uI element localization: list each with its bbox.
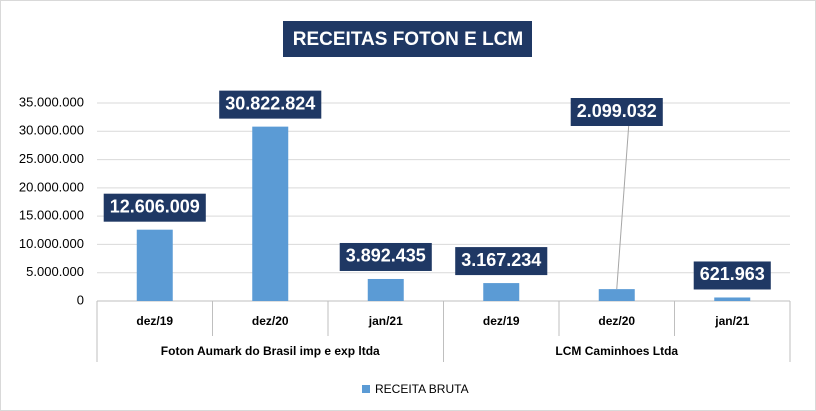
data-label-box	[693, 261, 771, 290]
bar	[714, 297, 751, 301]
bar	[598, 289, 635, 301]
title-box	[283, 21, 532, 57]
x-tick-label: dez/19	[483, 314, 520, 328]
group-label: LCM Caminhoes Ltda	[555, 344, 678, 358]
data-label: 3.892.435	[346, 246, 426, 266]
y-tick-label: 0	[77, 292, 84, 307]
x-tick-label: dez/20	[598, 314, 635, 328]
data-label-box	[455, 247, 548, 276]
data-label-box	[339, 242, 432, 271]
data-label: 2.099.032	[577, 101, 657, 121]
x-tick-label: jan/21	[714, 314, 749, 328]
bar	[136, 229, 173, 301]
y-tick-label: 15.000.000	[19, 208, 84, 223]
y-tick-label: 35.000.000	[19, 94, 84, 109]
data-label: 30.822.824	[225, 93, 315, 113]
data-label-box	[103, 193, 206, 222]
data-label: 3.167.234	[461, 250, 541, 270]
data-label: 621.963	[700, 264, 765, 284]
group-label: Foton Aumark do Brasil imp e exp ltda	[161, 344, 380, 358]
x-tick-label: dez/19	[136, 314, 173, 328]
x-tick-label: dez/20	[252, 314, 289, 328]
data-label-box	[219, 90, 322, 119]
y-tick-label: 5.000.000	[26, 264, 84, 279]
y-tick-label: 20.000.000	[19, 179, 84, 194]
legend-swatch	[362, 385, 370, 393]
legend-label: RECEITA BRUTA	[375, 382, 469, 396]
x-tick-label: jan/21	[368, 314, 403, 328]
data-label: 12.606.009	[110, 196, 200, 216]
bar	[252, 126, 289, 301]
data-label-box	[570, 98, 663, 126]
bar	[483, 283, 520, 301]
y-tick-label: 10.000.000	[19, 236, 84, 251]
y-tick-label: 30.000.000	[19, 123, 84, 138]
leader-line	[616, 124, 630, 290]
y-tick-label: 25.000.000	[19, 151, 84, 166]
bar	[367, 278, 404, 301]
chart-title: RECEITAS FOTON E LCM	[293, 29, 523, 50]
